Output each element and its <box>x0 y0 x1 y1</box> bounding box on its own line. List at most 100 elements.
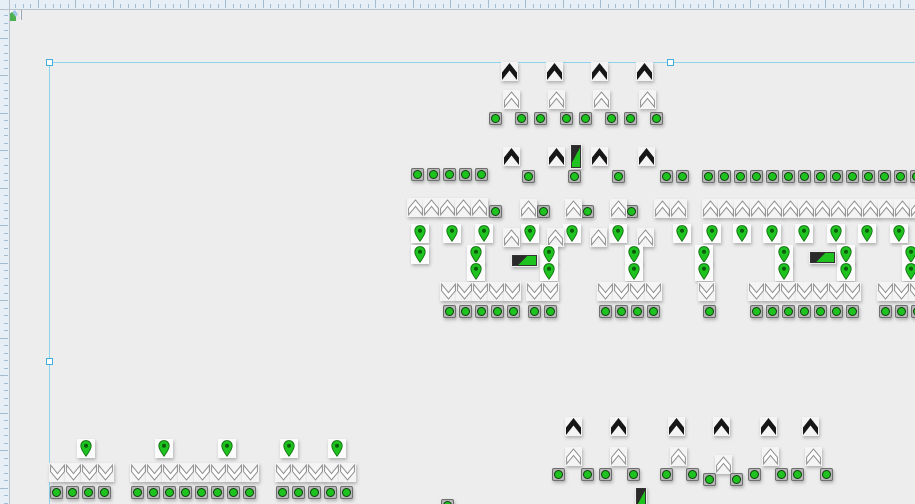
led-green-icon[interactable] <box>846 170 859 183</box>
chevron-white-down-icon[interactable] <box>178 463 195 482</box>
led-green-icon[interactable] <box>766 170 779 183</box>
led-green-icon[interactable] <box>814 305 827 318</box>
chevron-white-up-icon[interactable] <box>750 199 767 218</box>
led-green-icon[interactable] <box>98 486 111 499</box>
pin-green-icon[interactable] <box>467 262 485 281</box>
pin-green-icon[interactable] <box>733 224 751 243</box>
led-green-icon[interactable] <box>879 305 892 318</box>
pin-green-icon[interactable] <box>155 439 173 458</box>
gauge-vertical-icon[interactable] <box>571 145 581 168</box>
led-green-icon[interactable] <box>624 112 637 125</box>
chevron-black-up-icon[interactable] <box>668 417 685 436</box>
led-green-icon[interactable] <box>830 170 843 183</box>
chevron-white-down-icon[interactable] <box>844 282 861 301</box>
led-green-icon[interactable] <box>718 170 731 183</box>
chevron-black-up-icon[interactable] <box>802 417 819 436</box>
chevron-white-up-icon[interactable] <box>718 199 735 218</box>
pin-green-icon[interactable] <box>521 224 539 243</box>
led-green-icon[interactable] <box>581 205 594 218</box>
led-green-icon[interactable] <box>647 305 660 318</box>
pin-green-icon[interactable] <box>837 262 855 281</box>
led-green-icon[interactable] <box>775 468 788 481</box>
led-green-icon[interactable] <box>179 486 192 499</box>
pin-green-icon[interactable] <box>673 224 691 243</box>
chevron-black-up-icon[interactable] <box>713 417 730 436</box>
chevron-white-up-icon[interactable] <box>798 199 815 218</box>
led-green-icon[interactable] <box>750 305 763 318</box>
led-green-icon[interactable] <box>489 205 502 218</box>
pin-green-icon[interactable] <box>540 262 558 281</box>
chevron-white-up-icon[interactable] <box>439 198 456 217</box>
led-green-icon[interactable] <box>878 170 891 183</box>
chevron-white-down-icon[interactable] <box>226 463 243 482</box>
chevron-white-down-icon[interactable] <box>748 282 765 301</box>
led-green-icon[interactable] <box>660 468 673 481</box>
pin-green-icon[interactable] <box>411 245 429 264</box>
chevron-white-down-icon[interactable] <box>597 282 614 301</box>
chevron-white-down-icon[interactable] <box>242 463 259 482</box>
led-green-icon[interactable] <box>814 170 827 183</box>
pin-green-icon[interactable] <box>443 224 461 243</box>
led-green-icon[interactable] <box>528 305 541 318</box>
led-green-icon[interactable] <box>522 170 535 183</box>
led-green-icon[interactable] <box>830 305 843 318</box>
led-green-icon[interactable] <box>441 499 454 504</box>
led-green-icon[interactable] <box>276 486 289 499</box>
led-green-icon[interactable] <box>507 305 520 318</box>
led-green-icon[interactable] <box>581 468 594 481</box>
chevron-white-up-icon[interactable] <box>846 199 863 218</box>
pin-green-icon[interactable] <box>563 224 581 243</box>
pin-green-icon[interactable] <box>775 245 793 264</box>
led-green-icon[interactable] <box>579 112 592 125</box>
led-green-icon[interactable] <box>459 168 472 181</box>
chevron-white-up-icon[interactable] <box>423 198 440 217</box>
chevron-white-up-icon[interactable] <box>590 228 607 247</box>
gauge-vertical-icon[interactable] <box>636 488 646 504</box>
chevron-black-up-icon[interactable] <box>610 417 627 436</box>
chevron-black-up-icon[interactable] <box>565 417 582 436</box>
chevron-black-up-icon[interactable] <box>591 62 608 81</box>
led-green-icon[interactable] <box>163 486 176 499</box>
chevron-white-up-icon[interactable] <box>766 199 783 218</box>
chevron-white-up-icon[interactable] <box>805 447 822 466</box>
chevron-white-up-icon[interactable] <box>407 198 424 217</box>
chevron-white-down-icon[interactable] <box>291 463 308 482</box>
led-green-icon[interactable] <box>568 170 581 183</box>
chevron-white-up-icon[interactable] <box>654 199 671 218</box>
chevron-white-up-icon[interactable] <box>637 228 654 247</box>
chevron-white-down-icon[interactable] <box>780 282 797 301</box>
led-green-icon[interactable] <box>748 468 761 481</box>
pin-green-icon[interactable] <box>328 439 346 458</box>
led-green-icon[interactable] <box>544 305 557 318</box>
led-green-icon[interactable] <box>862 170 875 183</box>
pin-green-icon[interactable] <box>280 439 298 458</box>
chevron-white-up-icon[interactable] <box>702 199 719 218</box>
chevron-black-up-icon[interactable] <box>548 147 565 166</box>
led-green-icon[interactable] <box>605 112 618 125</box>
chevron-white-up-icon[interactable] <box>715 455 732 474</box>
led-green-icon[interactable] <box>703 305 716 318</box>
led-green-icon[interactable] <box>894 170 907 183</box>
chevron-white-up-icon[interactable] <box>782 199 799 218</box>
chevron-white-down-icon[interactable] <box>65 463 82 482</box>
chevron-white-down-icon[interactable] <box>146 463 163 482</box>
chevron-white-up-icon[interactable] <box>910 199 915 218</box>
chevron-black-up-icon[interactable] <box>760 417 777 436</box>
chevron-white-down-icon[interactable] <box>339 463 356 482</box>
led-green-icon[interactable] <box>443 305 456 318</box>
pin-green-icon[interactable] <box>411 224 429 243</box>
led-green-icon[interactable] <box>537 205 550 218</box>
led-green-icon[interactable] <box>650 112 663 125</box>
chevron-white-down-icon[interactable] <box>97 463 114 482</box>
chevron-black-up-icon[interactable] <box>546 62 563 81</box>
chevron-white-up-icon[interactable] <box>830 199 847 218</box>
chevron-white-down-icon[interactable] <box>877 282 894 301</box>
chevron-white-up-icon[interactable] <box>593 90 610 109</box>
led-green-icon[interactable] <box>147 486 160 499</box>
chevron-white-down-icon[interactable] <box>307 463 324 482</box>
chevron-white-down-icon[interactable] <box>194 463 211 482</box>
led-green-icon[interactable] <box>475 305 488 318</box>
gauge-horizontal-icon[interactable] <box>512 255 537 266</box>
led-green-icon[interactable] <box>227 486 240 499</box>
